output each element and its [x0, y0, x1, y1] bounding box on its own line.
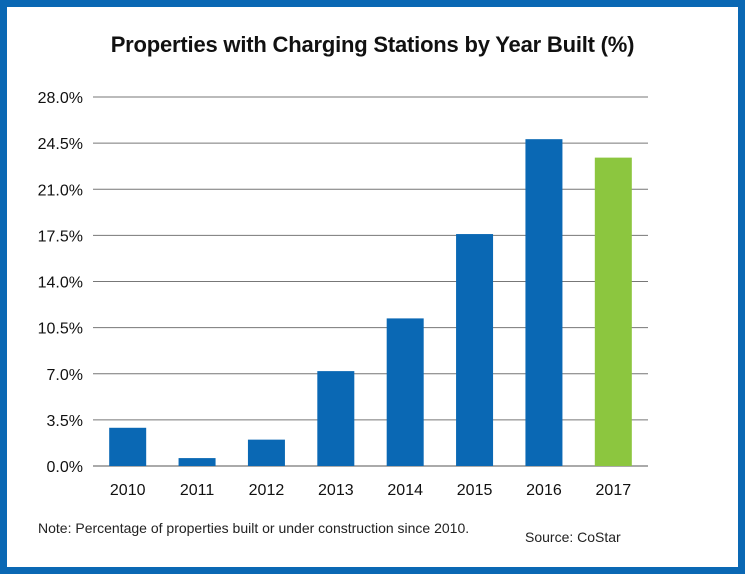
- y-tick-label: 28.0%: [38, 90, 83, 107]
- x-tick-label: 2017: [596, 482, 632, 499]
- y-tick-label: 14.0%: [38, 275, 83, 292]
- bar-2012: [247, 439, 285, 466]
- chart-title: Properties with Charging Stations by Yea…: [110, 32, 635, 57]
- x-axis-ticks: 2010 2011 2012 2013 2014 2015 2016 2017: [110, 482, 631, 499]
- bar-2013: [317, 371, 355, 466]
- x-tick-label: 2015: [457, 482, 493, 499]
- y-tick-label: 3.5%: [47, 413, 83, 430]
- bar-2011: [178, 458, 216, 466]
- x-tick-label: 2010: [110, 482, 146, 499]
- x-tick-label: 2012: [249, 482, 285, 499]
- y-tick-label: 17.5%: [38, 228, 83, 245]
- bar-2016: [525, 139, 563, 466]
- bar-2010: [109, 427, 147, 466]
- y-tick-label: 0.0%: [47, 459, 83, 476]
- bar-2014: [386, 318, 424, 466]
- y-tick-label: 24.5%: [38, 136, 83, 153]
- gridlines: [93, 96, 648, 467]
- y-axis-ticks: 0.0% 3.5% 7.0% 10.5% 14.0% 17.5% 21.0% 24.5% 28.…: [38, 90, 83, 476]
- bars: [109, 139, 632, 466]
- bar-2015: [456, 234, 494, 466]
- x-tick-label: 2013: [318, 482, 354, 499]
- y-tick-label: 10.5%: [38, 321, 83, 338]
- x-tick-label: 2014: [387, 482, 423, 499]
- x-tick-label: 2011: [180, 482, 215, 499]
- bar-2017: [594, 157, 632, 466]
- source-credit: Source: CoStar: [525, 529, 621, 545]
- footnote: Note: Percentage of properties built or …: [38, 520, 470, 536]
- x-tick-label: 2016: [526, 482, 562, 499]
- y-tick-label: 21.0%: [38, 182, 83, 199]
- y-tick-label: 7.0%: [47, 367, 83, 384]
